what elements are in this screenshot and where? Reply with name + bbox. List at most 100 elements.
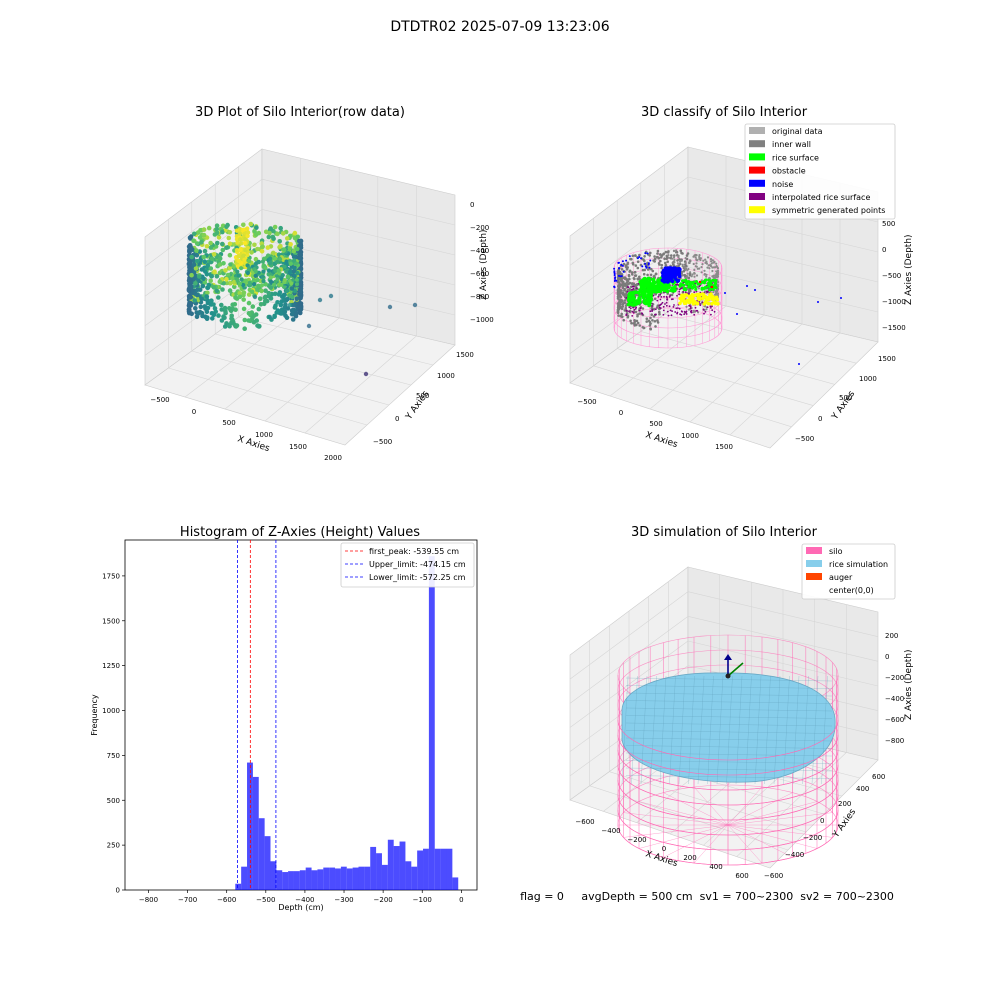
raw-x-tick: 2000 [324, 454, 342, 462]
raw-point [206, 282, 212, 288]
legend-swatch [749, 166, 765, 174]
histogram-bar [405, 861, 412, 890]
simulation-x-tick: 600 [735, 872, 748, 880]
noise-point [661, 274, 665, 279]
simulation-y-tick: 600 [872, 773, 885, 781]
obstacle-point [710, 285, 714, 289]
inner-wall-point [714, 266, 717, 269]
inner-wall-point [619, 314, 623, 318]
symmetric-point [691, 295, 695, 299]
rice-surface-point [640, 283, 644, 288]
raw-point [211, 302, 216, 307]
symmetric-point [714, 295, 719, 300]
raw-outlier [363, 371, 369, 377]
raw-point [214, 226, 219, 232]
noise-point [678, 267, 682, 272]
histogram-bar [381, 864, 388, 890]
raw-outlier [317, 297, 323, 303]
rice-surface-point [629, 291, 634, 296]
raw-point [263, 288, 268, 294]
raw-point [222, 305, 228, 311]
inner-wall-point [684, 257, 687, 260]
interpolated-point [656, 299, 659, 302]
raw-point [202, 259, 208, 265]
interpolated-point [639, 307, 642, 310]
inner-wall-point [652, 259, 655, 262]
raw-point [278, 302, 284, 308]
inner-wall-point [656, 319, 659, 322]
raw-point [227, 265, 232, 271]
raw-point [282, 264, 287, 269]
interpolated-point [669, 309, 672, 312]
interpolated-point [626, 286, 629, 288]
raw-y-tick: 1000 [437, 372, 455, 380]
silo-wire [727, 786, 763, 826]
inner-wall-point [670, 254, 673, 257]
rice-surface-point [694, 280, 699, 284]
inner-wall-point [624, 306, 627, 310]
raw-point [246, 300, 252, 306]
raw-point [281, 293, 287, 298]
rice-surface-point [682, 283, 686, 287]
silo-wire [617, 734, 839, 776]
raw-point [214, 288, 220, 294]
raw-point [297, 310, 303, 316]
histogram-bar [428, 556, 435, 890]
interpolated-point [674, 311, 677, 313]
inner-wall-point [711, 266, 714, 269]
simulation-z-tick: −400 [885, 695, 904, 703]
inner-wall-point [688, 259, 692, 262]
interpolated-point [681, 310, 683, 313]
noise-point [670, 278, 674, 283]
inner-wall-point [624, 304, 628, 307]
legend-label: Lower_limit: -572.25 cm [369, 573, 466, 582]
inner-wall-point [673, 258, 676, 261]
interpolated-point [651, 305, 653, 307]
y-tick-label: 1250 [102, 662, 120, 670]
raw-point [287, 269, 293, 275]
histogram-bar [335, 868, 341, 890]
silo-wire [617, 764, 839, 806]
interpolated-point [666, 298, 668, 301]
legend-label: interpolated rice surface [772, 193, 870, 202]
rice-mesh [678, 675, 686, 785]
simulation-legend [801, 543, 896, 600]
rice-mesh [625, 767, 833, 772]
raw-point [226, 235, 232, 241]
silo-wire [727, 824, 833, 838]
inner-wall-point [620, 312, 623, 316]
interpolated-point [654, 313, 656, 316]
raw-point [188, 284, 194, 290]
raw-point [194, 241, 200, 246]
raw-point [237, 231, 243, 236]
raw-y-tick: 0 [395, 415, 399, 423]
interpolated-point [632, 285, 635, 288]
raw-x-tick: 1000 [255, 431, 273, 439]
interpolated-point [635, 306, 638, 309]
raw-point [241, 253, 246, 258]
inner-wall-point [716, 267, 720, 270]
silo-wire [727, 812, 833, 826]
raw-point [295, 234, 301, 240]
y-tick-label: 1000 [102, 707, 120, 715]
raw-point [256, 324, 262, 329]
simulation-z-tick: 0 [885, 653, 889, 661]
raw-point [256, 283, 261, 289]
interpolated-point [629, 307, 632, 310]
rice-surface-point [649, 287, 653, 291]
legend-label: center(0,0) [829, 586, 874, 595]
histogram-bar [293, 871, 300, 890]
rice-surface-point [637, 296, 641, 301]
raw-point [293, 313, 299, 319]
rice-surface-point [704, 278, 708, 282]
raw-point [259, 288, 264, 294]
rice-surface-point [632, 295, 636, 300]
grid-line [609, 771, 807, 833]
raw-point [193, 266, 199, 271]
raw-point [284, 288, 290, 294]
rice-mesh [764, 675, 771, 785]
raw-point [278, 257, 283, 262]
inner-wall-point [658, 310, 661, 314]
raw-3d-plot: 3D Plot of Silo Interior(row data) X Axi… [144, 105, 494, 462]
raw-point [289, 281, 294, 286]
